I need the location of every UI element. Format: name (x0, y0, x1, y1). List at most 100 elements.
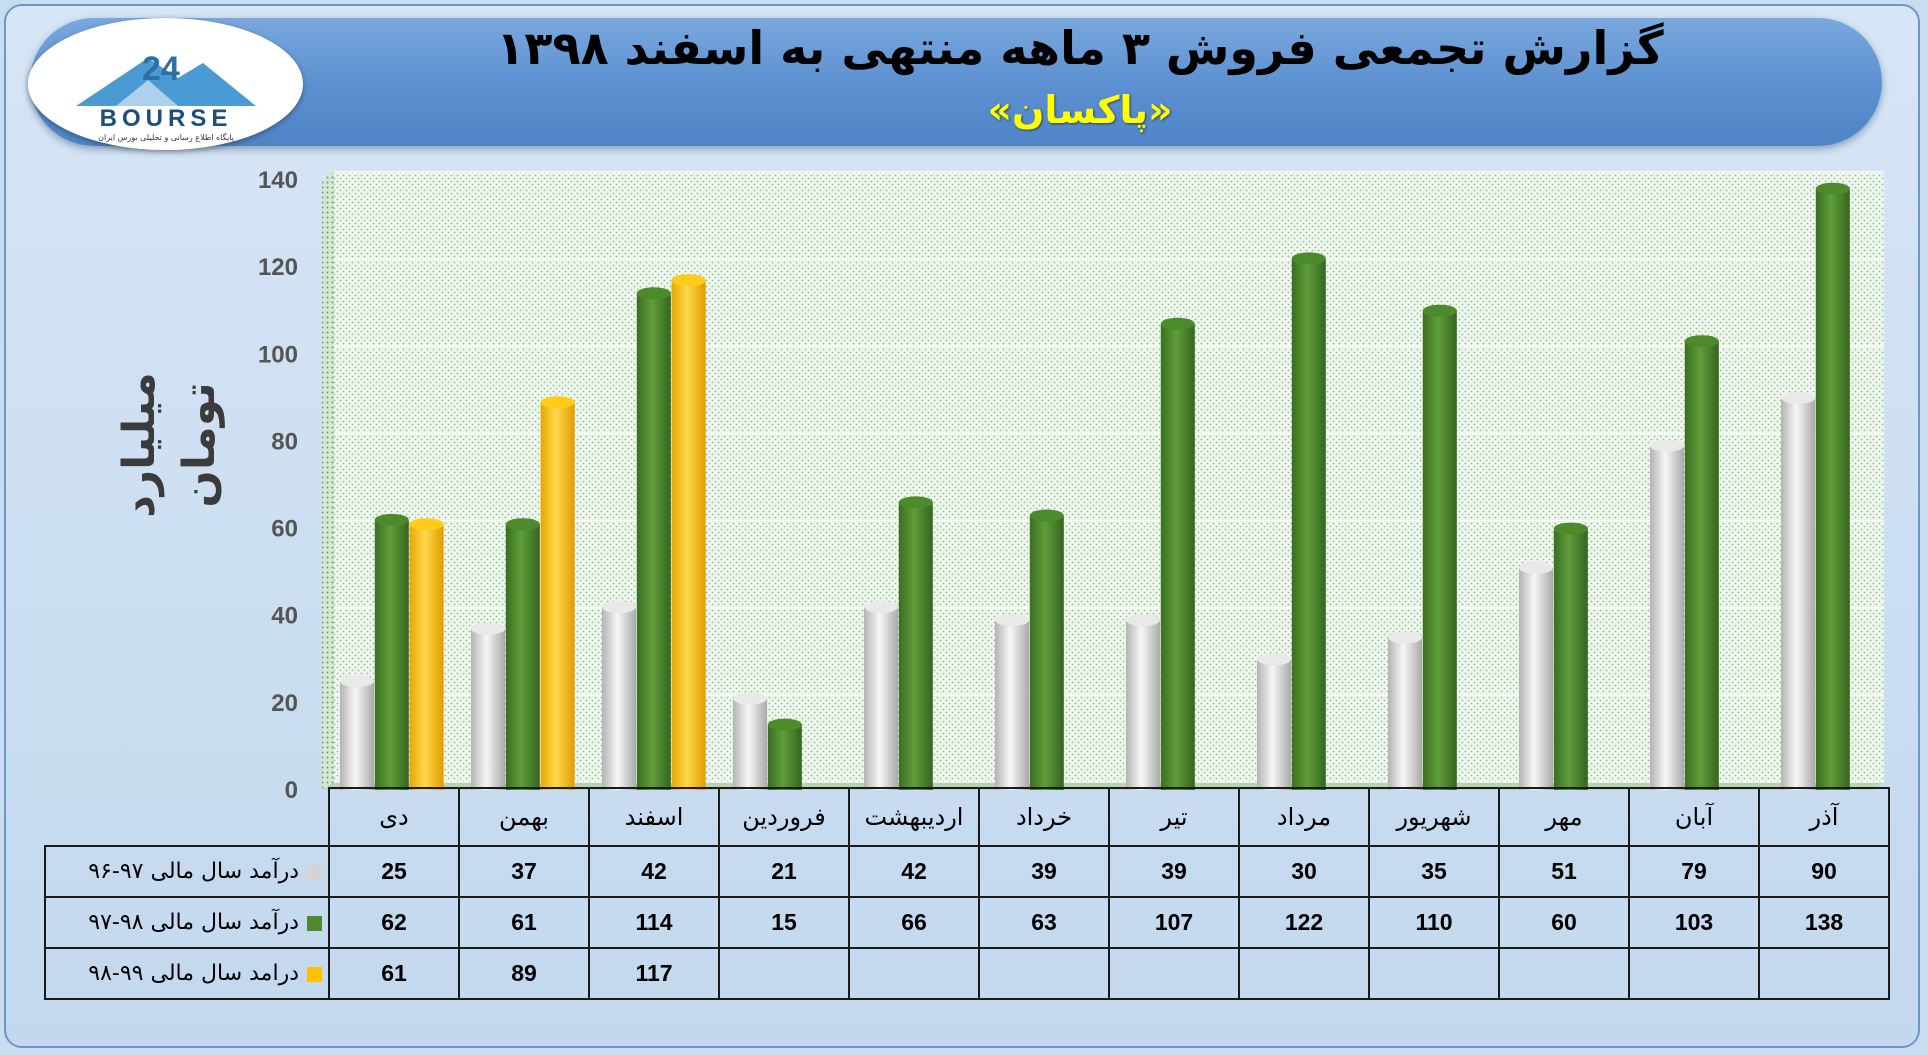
table-cell (1238, 947, 1370, 1000)
table-cell: 42 (848, 845, 980, 898)
table-cell: 60 (1498, 896, 1630, 949)
bar-series-1-cap (1519, 561, 1553, 574)
bar-series-2-cap (767, 718, 802, 731)
x-category-label: فروردین (718, 787, 850, 847)
bar-series-1 (340, 681, 374, 790)
table-cell: 110 (1368, 896, 1500, 949)
bar-series-1 (471, 628, 505, 790)
x-category-label: اردیبهشت (848, 787, 980, 847)
y-tick-label: 100 (258, 341, 298, 368)
bar-series-2-cap (1029, 509, 1064, 522)
bar-series-1 (995, 620, 1029, 790)
y-tick-label: 140 (258, 167, 298, 194)
table-cell (1498, 947, 1630, 1000)
table-row: درامد سال مالی ۹۹-۹۸ 61 89 117 (44, 947, 1890, 1000)
logo-tagline: پایگاه اطلاع رسانی و تحلیلی بورس ایران (98, 132, 234, 142)
table-cell (1108, 947, 1240, 1000)
bar-series-3-cap (409, 518, 444, 531)
table-cell: 138 (1758, 896, 1890, 949)
table-cell (718, 947, 850, 1000)
legend-entry: درآمد سال مالی ۹۷-۹۶ (44, 845, 330, 898)
table-cell (848, 947, 980, 1000)
bar-series-1-cap (602, 601, 636, 613)
bar-series-2-cap (505, 518, 540, 531)
bar-series-2 (1553, 528, 1588, 790)
table-cell (978, 947, 1110, 1000)
table-cell: 21 (718, 845, 850, 898)
bar-series-1 (602, 607, 636, 790)
x-category-label: شهریور (1368, 787, 1500, 847)
y-tick-label: 40 (271, 603, 298, 630)
bar-series-1 (1388, 637, 1422, 790)
x-category-label: مهر (1498, 787, 1630, 847)
bar-series-2-cap (1291, 252, 1326, 265)
bar-series-2-cap (374, 513, 409, 526)
bar-series-2 (1160, 323, 1195, 790)
table-cell: 25 (328, 845, 460, 898)
table-row: درآمد سال مالی ۹۸-۹۷ 62 61 114 15 66 63 107 122 1… (44, 896, 1890, 949)
bar-series-1-cap (995, 614, 1029, 627)
table-row: درآمد سال مالی ۹۷-۹۶ 25 37 42 21 42 39 39 30 35 51… (44, 845, 1890, 898)
bar-series-1-cap (1781, 391, 1815, 404)
bar-series-2-cap (1160, 317, 1195, 330)
bourse24-logo: 24 BOURSE پایگاه اطلاع رسانی و تحلیلی بو… (28, 18, 303, 150)
table-cell: 39 (1108, 845, 1240, 898)
bar-series-1-cap (471, 622, 505, 635)
bar-series-1 (864, 607, 898, 790)
x-category-label: اسفند (588, 787, 720, 847)
bar-series-2-cap (1422, 304, 1457, 317)
table-cell: 15 (718, 896, 850, 949)
table-cell: 39 (978, 845, 1110, 898)
table-cell: 61 (458, 896, 590, 949)
bar-series-1 (1650, 445, 1684, 790)
table-cell: 61 (328, 947, 460, 1000)
bar-series-2 (1422, 310, 1457, 790)
legend-swatch (307, 915, 322, 931)
x-category-label: بهمن (458, 787, 590, 847)
bars (340, 182, 1850, 790)
bar-series-1 (733, 698, 767, 790)
table-cell: 122 (1238, 896, 1370, 949)
table-corner (45, 788, 330, 847)
chart-title: گزارش تجمعی فروش ۳ ماهه منتهی به اسفند ۱… (496, 21, 1664, 75)
table-cell: 66 (848, 896, 980, 949)
bar-series-2 (767, 724, 802, 790)
x-category-label: تیر (1108, 787, 1240, 847)
x-category-label: مرداد (1238, 787, 1370, 847)
bar-series-1 (1519, 567, 1553, 790)
y-tick-label: 80 (271, 428, 298, 455)
bar-series-1-cap (340, 675, 374, 688)
bar-series-1-cap (864, 601, 898, 613)
bar-series-1 (1126, 620, 1160, 790)
bar-series-2-cap (1553, 522, 1588, 535)
plot-area (334, 172, 1884, 782)
bar-series-2 (1684, 341, 1719, 790)
bar-series-3 (409, 524, 444, 790)
table-cell: 90 (1758, 845, 1890, 898)
table-cell (1368, 947, 1500, 1000)
legend-label: درامد سال مالی ۹۹-۹۸ (88, 961, 299, 986)
bar-series-1-cap (1388, 631, 1422, 644)
table-cell (1758, 947, 1890, 1000)
title-banner (30, 18, 1882, 146)
logo-mountain (76, 58, 256, 106)
logo-wordmark: BOURSE (100, 105, 233, 132)
bar-series-1 (1781, 397, 1815, 790)
bar-series-1-cap (1126, 614, 1160, 627)
table-cell: 103 (1628, 896, 1760, 949)
legend-label: درآمد سال مالی ۹۸-۹۷ (88, 910, 299, 935)
legend-label: درآمد سال مالی ۹۷-۹۶ (88, 859, 299, 884)
gridlines (334, 171, 1884, 783)
x-category-label: خرداد (978, 787, 1110, 847)
bar-series-1-cap (1257, 653, 1291, 666)
table-cell: 30 (1238, 845, 1370, 898)
x-category-label: آذر (1758, 787, 1890, 847)
table-cell: 117 (588, 947, 720, 1000)
bar-series-3-cap (540, 396, 575, 409)
bar-series-3 (540, 402, 575, 790)
logo-mountain-highlight (116, 80, 178, 106)
legend-entry: درآمد سال مالی ۹۸-۹۷ (44, 896, 330, 949)
table-cell: 89 (458, 947, 590, 1000)
bar-series-2 (1291, 258, 1326, 790)
